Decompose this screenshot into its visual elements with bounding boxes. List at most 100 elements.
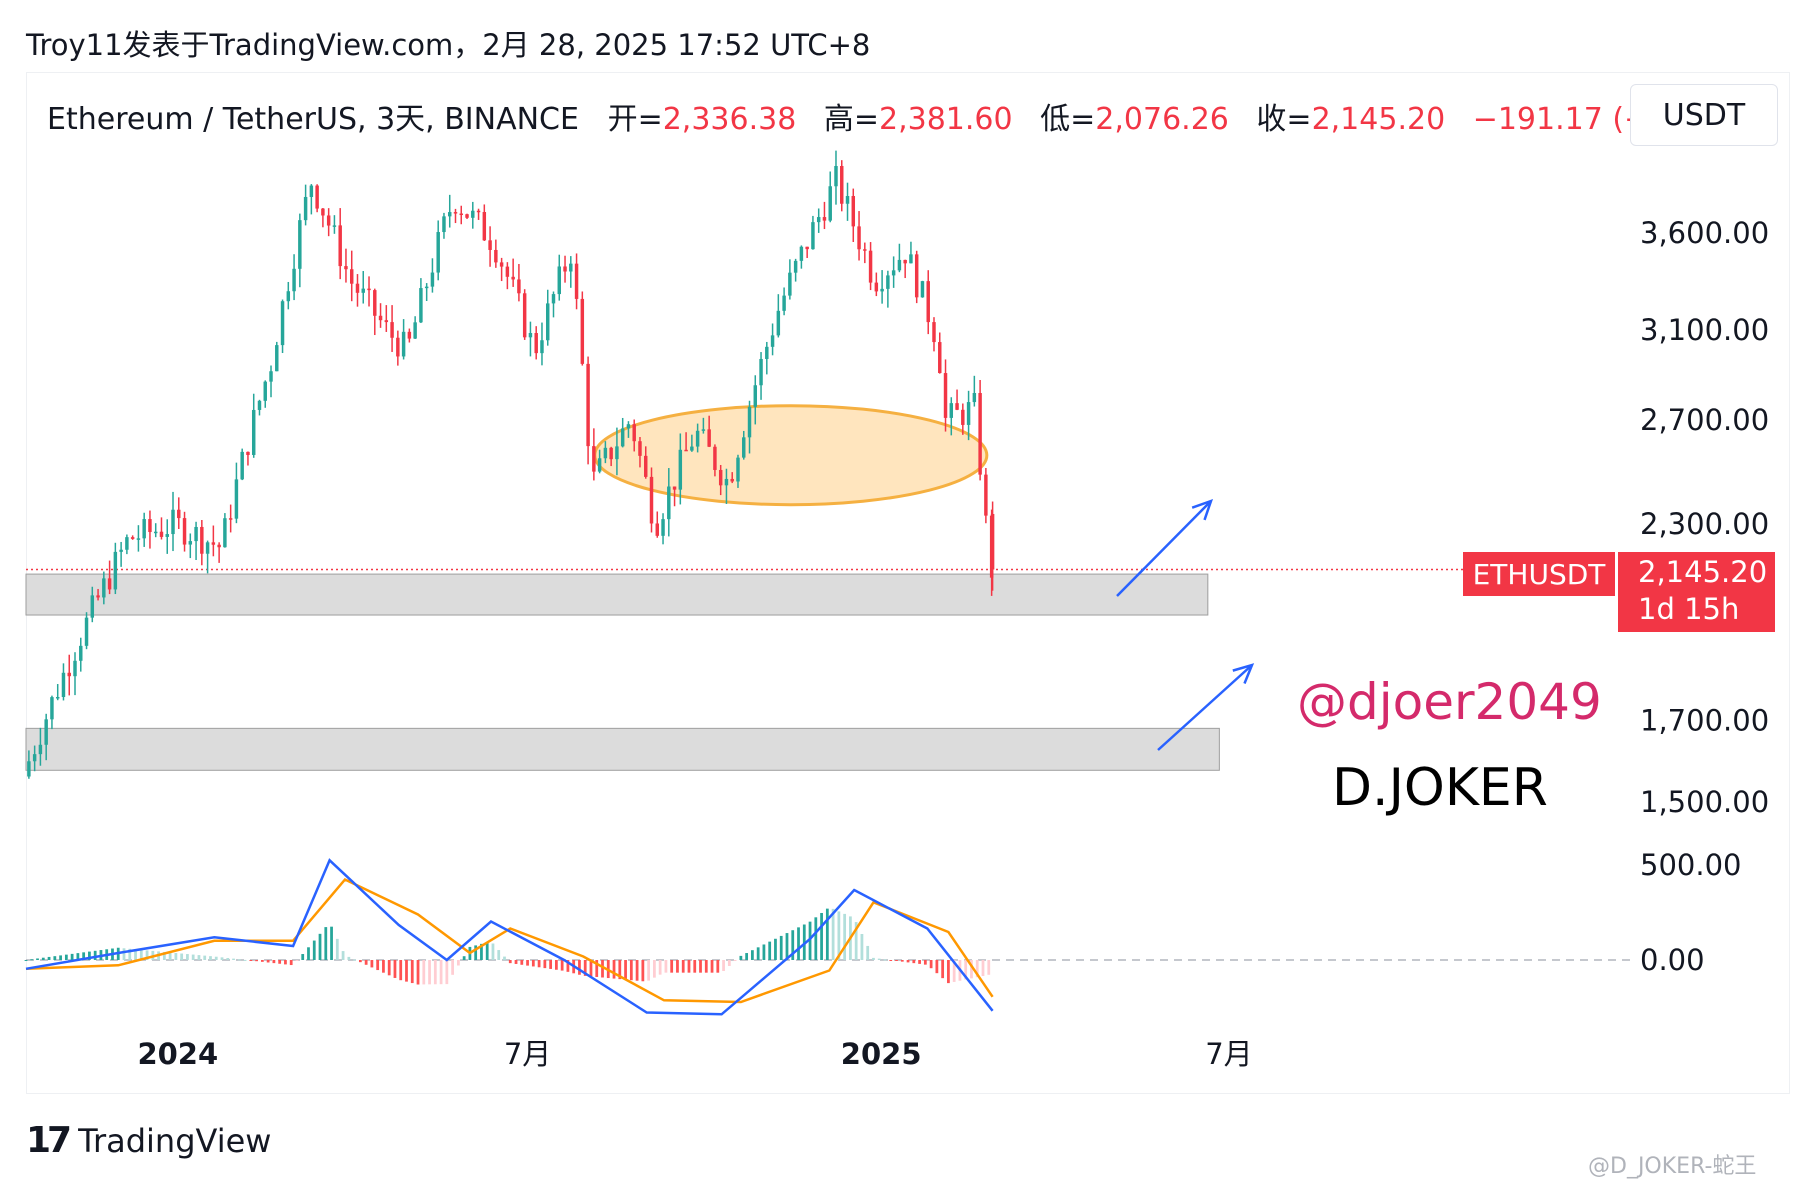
macd-histogram-bar: [687, 960, 691, 973]
candle-body: [840, 166, 844, 204]
macd-histogram-bar: [220, 957, 224, 960]
candle-body: [280, 301, 285, 346]
macd-histogram-bar: [670, 960, 674, 973]
candle-body: [349, 269, 354, 284]
candle-body: [569, 263, 573, 272]
candle-body: [396, 337, 400, 357]
macd-histogram-bar: [918, 960, 921, 964]
macd-histogram-bar: [745, 953, 749, 960]
macd-histogram-bar: [768, 941, 772, 960]
candle-body: [448, 212, 452, 217]
candle-body: [407, 331, 412, 339]
macd-histogram-bar: [503, 956, 506, 960]
x-tick-label: 7月: [504, 1037, 551, 1071]
candle-body: [499, 262, 504, 267]
candle-body: [424, 286, 429, 289]
candle-body: [718, 469, 723, 486]
candle-body: [511, 276, 515, 280]
currency-button[interactable]: USDT: [1630, 84, 1778, 146]
macd-histogram-bar: [497, 950, 501, 960]
candle-body: [695, 430, 700, 447]
macd-histogram-bar: [843, 913, 847, 960]
candle-body: [459, 213, 463, 216]
candle-body: [275, 345, 279, 372]
candle-body: [228, 518, 233, 520]
macd-histogram-bar: [508, 960, 512, 964]
candle-body: [961, 409, 965, 425]
macd-histogram-bar: [595, 960, 599, 977]
macd-histogram-bar: [382, 960, 385, 973]
candle-body: [805, 246, 809, 250]
macd-histogram-bar: [653, 960, 656, 978]
macd-histogram-bar: [947, 960, 950, 984]
macd-histogram-bar: [779, 935, 783, 960]
last-candle-body: [990, 513, 995, 570]
macd-histogram-bar: [906, 960, 910, 963]
candle-body: [338, 225, 342, 267]
macd-histogram-bar: [36, 958, 39, 960]
candle-body: [482, 212, 487, 241]
macd-histogram-bar: [76, 953, 80, 960]
macd-histogram-bar: [284, 960, 287, 965]
macd-histogram-bar: [970, 960, 973, 979]
y-tick-label: 1,500.00: [1640, 785, 1769, 819]
candle-body: [90, 595, 95, 618]
candle-body: [471, 210, 475, 218]
candle-body: [102, 578, 106, 598]
macd-histogram-bar: [410, 960, 414, 984]
macd-histogram-bar: [330, 926, 333, 960]
candle-body: [378, 315, 383, 321]
candle-body: [119, 549, 123, 552]
macd-histogram-bar: [445, 960, 449, 985]
macd-histogram-bar: [214, 956, 218, 960]
candle-body: [534, 333, 538, 354]
macd-histogram-bar: [751, 950, 754, 960]
candle-body: [736, 457, 740, 482]
candle-body: [326, 215, 331, 226]
macd-histogram-bar: [722, 960, 725, 972]
macd-histogram-bar: [307, 947, 310, 960]
support-zone-1: [25, 573, 1209, 616]
arrow-upper-head: [1191, 498, 1214, 521]
candle-body: [955, 403, 959, 410]
macd-histogram-bar: [895, 960, 898, 961]
candle-body: [626, 424, 631, 429]
candle-body: [667, 486, 671, 520]
candle-body: [211, 542, 216, 545]
macd-histogram-bar: [762, 944, 766, 960]
candle-body: [442, 216, 446, 233]
candle-body: [522, 293, 527, 338]
macd-histogram-bar: [676, 960, 679, 973]
candle-body: [177, 509, 181, 519]
bar-countdown: 1d 15h: [1638, 592, 1740, 626]
candle-body: [355, 283, 360, 293]
macd-histogram-bar: [260, 960, 264, 962]
macd-histogram-bar: [877, 958, 881, 960]
macd-histogram-bar: [347, 956, 351, 960]
candle-body: [799, 246, 804, 261]
symbol-title[interactable]: Ethereum / TetherUS, 3天, BINANCE: [47, 102, 579, 137]
tradingview-logo[interactable]: 17 TradingView: [26, 1120, 271, 1161]
y-tick-label: 3,100.00: [1640, 313, 1769, 347]
macd-histogram-bar: [93, 950, 97, 960]
candle-body: [453, 212, 458, 214]
candle-body: [724, 478, 729, 486]
candle-body: [153, 531, 158, 534]
candle-body: [373, 290, 377, 316]
candle-body: [644, 455, 648, 477]
candle-body: [240, 451, 244, 480]
candle-body: [269, 371, 273, 382]
macd-histogram-bar: [197, 955, 201, 960]
candle-body: [130, 537, 135, 539]
macd-histogram-bar: [531, 960, 535, 967]
macd-histogram-bar: [635, 960, 639, 981]
macd-histogram-bar: [462, 956, 466, 960]
candle-body: [38, 744, 43, 755]
macd-histogram-bar: [399, 960, 403, 981]
candle-body: [580, 298, 585, 364]
candle-body: [949, 403, 954, 418]
price-tag-symbol: ETHUSDT: [1463, 552, 1615, 596]
macd-histogram-bar: [704, 960, 708, 973]
macd-histogram-bar: [341, 951, 345, 960]
